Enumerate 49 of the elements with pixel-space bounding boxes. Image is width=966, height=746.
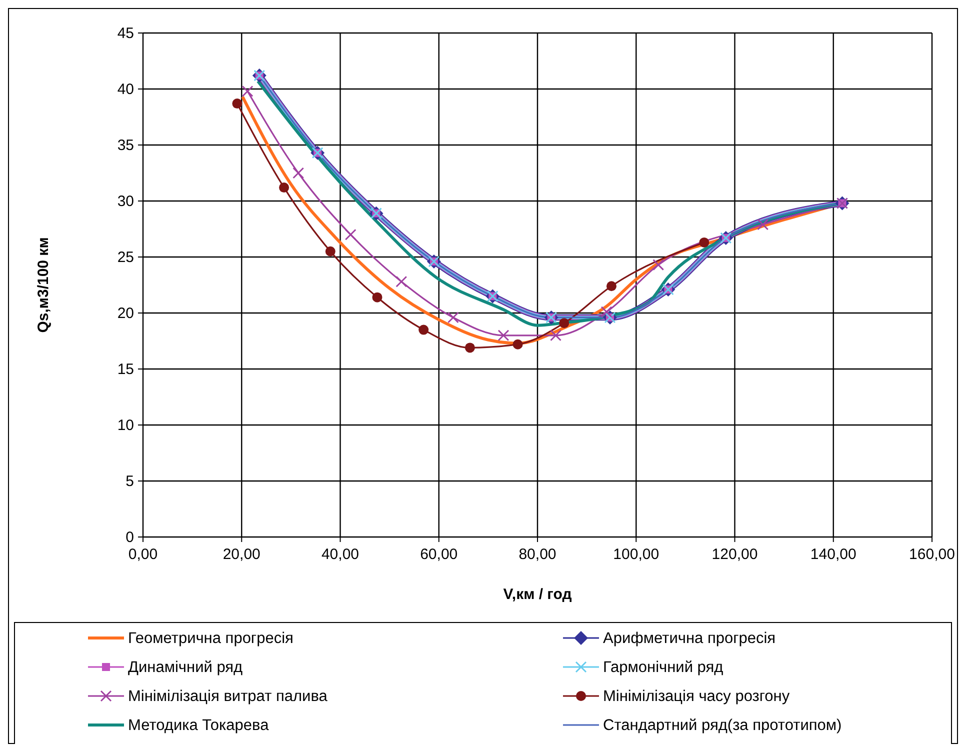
y-tick-label: 10 bbox=[117, 417, 134, 434]
point bbox=[498, 330, 510, 342]
point bbox=[464, 342, 475, 353]
point bbox=[757, 218, 769, 230]
legend-label: Методика Токарева bbox=[128, 717, 270, 734]
legend-label: Мінімілізація часу розгону bbox=[603, 688, 790, 705]
point bbox=[699, 237, 710, 248]
x-tick-label: 160,00 bbox=[909, 546, 955, 563]
x-tick-label: 80,00 bbox=[518, 546, 556, 563]
x-tick-label: 60,00 bbox=[420, 546, 458, 563]
point bbox=[396, 276, 408, 288]
legend-label: Стандартний ряд(за прототипом) bbox=[603, 717, 842, 734]
legend-label: Динамічний ряд bbox=[128, 659, 243, 676]
x-tick-label: 40,00 bbox=[321, 546, 360, 563]
point bbox=[652, 259, 664, 271]
y-tick-label: 15 bbox=[117, 361, 134, 378]
point bbox=[447, 312, 459, 324]
y-tick-label: 0 bbox=[126, 529, 134, 546]
y-axis-title: Qs,м3/100 км bbox=[35, 237, 52, 333]
x-tick-label: 0,00 bbox=[128, 546, 158, 563]
y-tick-label: 45 bbox=[117, 25, 134, 42]
x-tick-label: 120,00 bbox=[712, 546, 758, 563]
point bbox=[512, 339, 523, 350]
y-tick-label: 30 bbox=[117, 193, 134, 210]
legend-label: Гармонічний ряд bbox=[603, 659, 724, 676]
point bbox=[606, 281, 616, 292]
point bbox=[372, 292, 382, 302]
y-tick-label: 20 bbox=[117, 305, 134, 322]
legend-label: Мінімілізація витрат палива bbox=[128, 688, 328, 705]
legend-label: Геометрична прогресія bbox=[128, 630, 294, 647]
point bbox=[344, 228, 356, 240]
y-tick-label: 40 bbox=[117, 81, 134, 98]
point bbox=[292, 167, 304, 179]
legend-label: Арифметична прогресія bbox=[603, 630, 776, 647]
y-tick-label: 25 bbox=[117, 249, 134, 266]
point bbox=[550, 330, 562, 342]
point bbox=[279, 182, 290, 193]
x-tick-label: 100,00 bbox=[613, 546, 660, 563]
x-tick-label: 20,00 bbox=[222, 546, 260, 563]
x-axis-title: V,км / год bbox=[503, 586, 572, 603]
y-tick-label: 5 bbox=[126, 473, 134, 490]
x-tick-label: 140,00 bbox=[810, 546, 856, 563]
point bbox=[418, 324, 429, 335]
point bbox=[325, 246, 336, 256]
point bbox=[242, 85, 254, 97]
point bbox=[232, 98, 242, 109]
point bbox=[600, 306, 612, 318]
point bbox=[559, 318, 570, 328]
y-tick-label: 35 bbox=[117, 137, 134, 154]
